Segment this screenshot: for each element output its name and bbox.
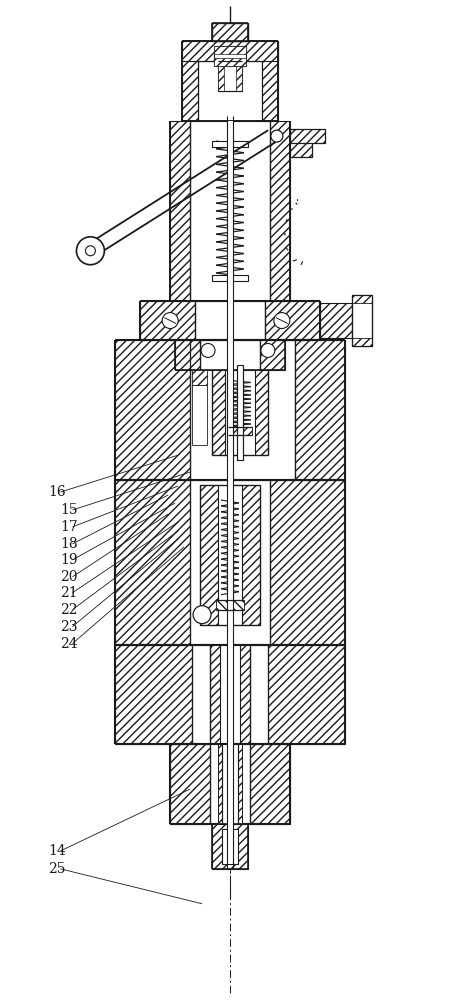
Bar	[351, 295, 371, 346]
Bar	[295, 340, 345, 480]
Bar	[182, 41, 198, 121]
Bar	[270, 480, 345, 645]
Bar	[255, 370, 268, 455]
Bar	[260, 340, 285, 370]
Bar	[320, 303, 351, 338]
Text: 20: 20	[60, 570, 78, 584]
Bar	[222, 829, 238, 864]
Bar	[198, 61, 262, 121]
Bar	[182, 41, 278, 61]
Bar	[351, 338, 371, 346]
Bar	[212, 275, 248, 281]
Bar	[240, 645, 250, 744]
Bar	[351, 295, 371, 303]
Bar	[212, 23, 248, 41]
Bar	[195, 301, 265, 340]
Bar	[214, 46, 246, 54]
Bar	[192, 370, 207, 385]
Bar	[170, 744, 210, 824]
Text: 22: 22	[60, 603, 78, 617]
Bar	[212, 141, 248, 147]
Bar	[222, 744, 238, 824]
Bar	[290, 143, 312, 157]
Bar	[200, 485, 218, 625]
Circle shape	[201, 343, 215, 357]
Bar	[218, 61, 224, 91]
Bar	[250, 744, 290, 824]
Bar	[227, 121, 233, 864]
Bar	[218, 61, 242, 91]
Text: 16: 16	[49, 485, 66, 499]
Text: 25: 25	[49, 862, 66, 876]
Bar	[237, 365, 243, 460]
Bar	[115, 480, 190, 645]
Circle shape	[274, 313, 290, 329]
Text: 17: 17	[60, 520, 78, 534]
Bar	[175, 340, 200, 370]
Bar	[218, 744, 242, 824]
Bar	[242, 485, 260, 625]
Text: 24: 24	[60, 637, 78, 651]
Bar	[200, 340, 260, 370]
Bar	[210, 645, 220, 744]
Text: 19: 19	[60, 553, 78, 567]
Bar	[216, 600, 244, 610]
Circle shape	[271, 130, 283, 142]
Text: 15: 15	[60, 503, 78, 517]
Bar	[270, 121, 290, 301]
Circle shape	[76, 237, 104, 265]
Circle shape	[85, 246, 95, 256]
Bar	[115, 645, 192, 744]
Bar	[212, 824, 248, 869]
Bar	[214, 46, 246, 66]
Bar	[290, 129, 325, 143]
Bar	[140, 301, 195, 340]
Bar	[212, 370, 225, 455]
Bar	[228, 427, 252, 435]
Bar	[192, 385, 207, 445]
Text: 18: 18	[60, 537, 78, 551]
Text: 23: 23	[60, 620, 78, 634]
Bar	[190, 340, 295, 480]
Bar	[115, 340, 190, 480]
Text: 21: 21	[60, 586, 78, 600]
Circle shape	[193, 606, 211, 624]
Bar	[190, 121, 270, 301]
Bar	[262, 41, 278, 121]
Bar	[268, 645, 345, 744]
Bar	[170, 121, 190, 301]
Bar	[236, 61, 242, 91]
Circle shape	[261, 343, 275, 357]
Text: 14: 14	[49, 844, 66, 858]
Bar	[265, 301, 320, 340]
Bar	[214, 58, 246, 66]
Circle shape	[162, 313, 178, 329]
